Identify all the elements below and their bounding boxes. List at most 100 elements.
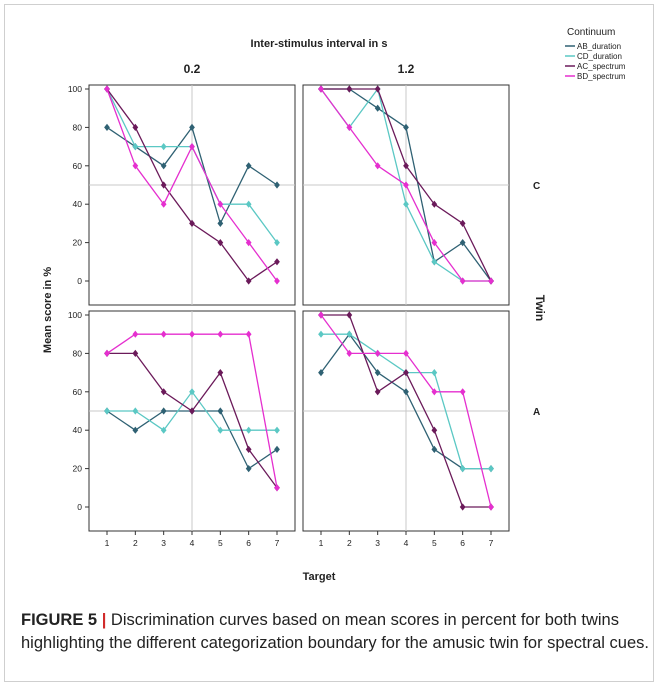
legend-title: Continuum (567, 27, 615, 38)
y-tick-label: 0 (77, 502, 82, 512)
data-point-marker (318, 330, 324, 338)
data-point-marker (274, 239, 280, 247)
data-point-marker (104, 85, 110, 93)
figure-caption: FIGURE 5 | Discrimination curves based o… (21, 609, 651, 655)
data-point-marker (374, 162, 381, 170)
data-point-marker (274, 426, 280, 434)
data-point-marker (459, 465, 466, 473)
x-tick-label: 6 (460, 538, 465, 548)
data-point-marker (160, 426, 167, 434)
y-axis-label: Mean score in % (42, 267, 54, 353)
data-point-marker (217, 239, 224, 247)
data-point-marker (245, 426, 252, 434)
data-point-marker (104, 123, 110, 131)
data-point-marker (245, 239, 252, 247)
data-point-marker (189, 123, 195, 131)
row-facet-label: A (533, 407, 540, 418)
data-point-marker (132, 330, 139, 338)
data-point-marker (318, 369, 324, 377)
data-point-marker (374, 369, 381, 377)
data-point-marker (403, 123, 409, 131)
data-point-marker (431, 258, 438, 266)
data-point-marker (403, 349, 409, 357)
y-tick-label: 20 (73, 238, 83, 248)
data-point-marker (104, 407, 110, 415)
data-point-marker (431, 200, 438, 208)
data-point-marker (189, 388, 195, 396)
data-point-marker (132, 123, 139, 131)
figure-frame: Inter-stimulus interval in s 0.2 1.2 Mean s… (4, 4, 654, 682)
data-point-marker (245, 330, 252, 338)
data-point-marker (374, 85, 381, 93)
data-point-marker (403, 162, 409, 170)
x-tick-label: 5 (218, 538, 223, 548)
y-tick-label: 20 (73, 464, 83, 474)
data-point-marker (245, 445, 252, 453)
caption-separator: | (101, 611, 107, 629)
legend-entry: AB_duration (577, 42, 621, 51)
data-point-marker (403, 388, 409, 396)
data-point-marker (132, 407, 139, 415)
data-point-marker (245, 162, 252, 170)
x-axis-label: Target (303, 571, 336, 583)
column-facet-label: 1.2 (398, 62, 415, 76)
x-tick-label: 3 (161, 538, 166, 548)
data-point-marker (488, 465, 494, 473)
data-point-marker (132, 162, 139, 170)
data-point-marker (346, 85, 353, 93)
x-tick-label: 6 (246, 538, 251, 548)
data-point-marker (403, 200, 409, 208)
x-tick-label: 2 (347, 538, 352, 548)
data-point-marker (374, 349, 381, 357)
data-point-marker (132, 143, 139, 151)
x-tick-label: 7 (489, 538, 494, 548)
data-point-marker (160, 330, 167, 338)
y-tick-label: 60 (73, 161, 83, 171)
y-tick-label: 0 (77, 276, 82, 286)
x-tick-label: 4 (404, 538, 409, 548)
data-point-marker (431, 369, 438, 377)
legend-entry: AC_spectrum (577, 62, 626, 71)
data-point-marker (160, 388, 167, 396)
data-point-marker (104, 349, 110, 357)
column-facet-label: 0.2 (184, 62, 201, 76)
data-point-marker (403, 181, 409, 189)
data-point-marker (189, 330, 195, 338)
data-point-marker (132, 349, 139, 357)
y-tick-label: 40 (73, 199, 83, 209)
row-facet-title: Twin (533, 295, 547, 321)
x-tick-label: 5 (432, 538, 437, 548)
x-tick-label: 1 (105, 538, 110, 548)
data-point-marker (274, 258, 280, 266)
data-point-marker (132, 426, 139, 434)
data-point-marker (160, 143, 167, 151)
y-tick-label: 80 (73, 348, 83, 358)
data-point-marker (217, 407, 224, 415)
row-facet-label: C (533, 181, 540, 192)
faceted-line-chart: Inter-stimulus interval in s 0.2 1.2 Mean s… (42, 27, 626, 583)
y-tick-label: 80 (73, 122, 83, 132)
y-tick-label: 100 (68, 84, 82, 94)
data-point-marker (318, 311, 324, 319)
data-point-marker (217, 330, 224, 338)
data-point-marker (431, 388, 438, 396)
data-point-marker (217, 200, 224, 208)
data-point-marker (160, 407, 167, 415)
data-point-marker (488, 503, 494, 511)
data-point-marker (374, 388, 381, 396)
legend-entry: BD_spectrum (577, 72, 626, 81)
data-point-marker (459, 277, 466, 285)
data-point-marker (217, 219, 224, 227)
y-tick-label: 100 (68, 310, 82, 320)
data-point-marker (488, 277, 494, 285)
data-point-marker (274, 484, 280, 492)
x-tick-label: 1 (319, 538, 324, 548)
data-point-marker (274, 277, 280, 285)
data-point-marker (459, 503, 466, 511)
x-tick-label: 2 (133, 538, 138, 548)
data-point-marker (245, 200, 252, 208)
data-point-marker (403, 369, 409, 377)
data-point-marker (346, 311, 353, 319)
chart-title: Inter-stimulus interval in s (251, 38, 388, 50)
data-point-marker (459, 239, 466, 247)
